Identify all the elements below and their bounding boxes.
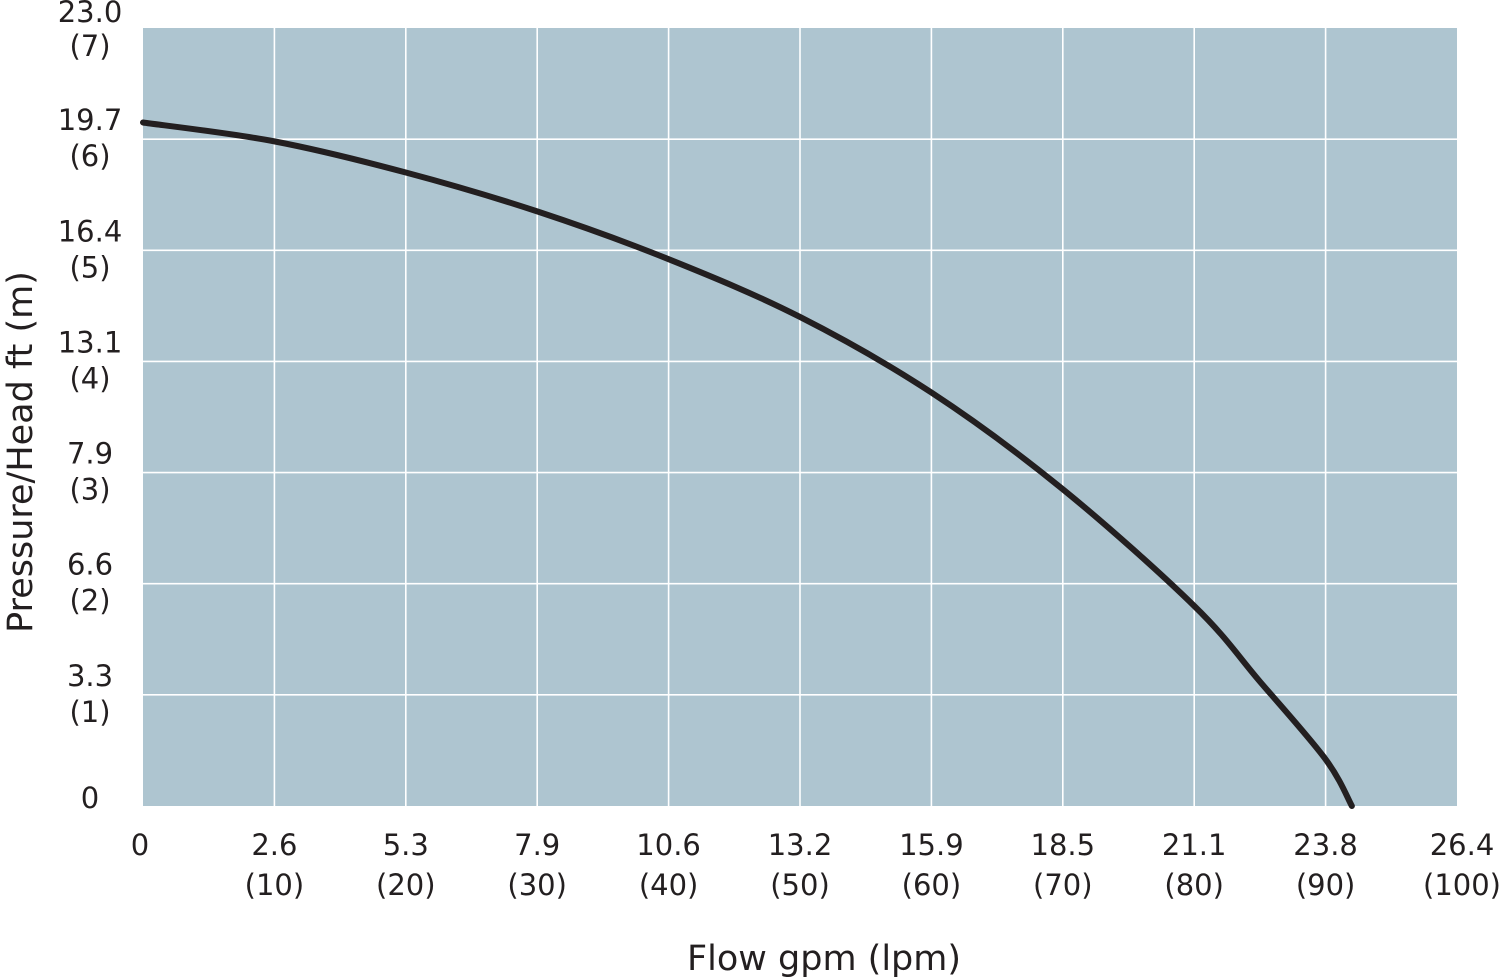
x-tick-label-1-primary: 2.6	[251, 828, 297, 862]
y-tick-label-0-primary: 0	[81, 781, 99, 815]
x-tick-label-2-secondary: (20)	[376, 868, 436, 902]
x-tick-label-5-primary: 13.2	[768, 828, 833, 862]
y-tick-label-4-secondary: (4)	[69, 361, 110, 395]
x-tick-label-5-secondary: (50)	[770, 868, 830, 902]
x-tick-label-3-secondary: (30)	[507, 868, 567, 902]
pump-performance-curve	[140, 119, 1355, 809]
y-tick-label-5-secondary: (5)	[69, 250, 110, 284]
x-tick-label-4-secondary: (40)	[639, 868, 699, 902]
y-tick-label-7-primary: 23.0	[58, 0, 123, 29]
x-tick-label-6-primary: 15.9	[899, 828, 964, 862]
y-tick-labels: 0 3.3(1) 6.6(2) 7.9(3) 13.1(4) 16.4(5) 19.7(6)…	[58, 0, 123, 815]
y-tick-label-1-secondary: (1)	[69, 695, 110, 729]
x-tick-label-4-primary: 10.6	[636, 828, 701, 862]
x-tick-label-2-primary: 5.3	[383, 828, 429, 862]
x-axis-title: Flow gpm (lpm)	[687, 939, 961, 979]
x-tick-label-10-secondary: (100)	[1423, 868, 1500, 902]
x-tick-label-7-secondary: (70)	[1033, 868, 1093, 902]
y-tick-label-7-secondary: (7)	[69, 29, 110, 63]
y-tick-label-1-primary: 3.3	[67, 659, 113, 693]
y-tick-label-2-secondary: (2)	[69, 584, 110, 618]
y-tick-label-2-primary: 6.6	[67, 548, 113, 582]
x-tick-label-9-primary: 23.8	[1293, 828, 1358, 862]
x-tick-label-9-secondary: (90)	[1296, 868, 1356, 902]
x-tick-label-10-primary: 26.4	[1430, 828, 1495, 862]
x-tick-label-0-primary: 0	[131, 828, 149, 862]
y-tick-label-6-secondary: (6)	[69, 139, 110, 173]
y-axis-title: Pressure/Head ft (m)	[1, 271, 41, 633]
x-tick-label-1-secondary: (10)	[245, 868, 305, 902]
x-tick-label-8-primary: 21.1	[1162, 828, 1227, 862]
y-tick-label-6-primary: 19.7	[58, 103, 123, 137]
x-tick-label-3-primary: 7.9	[514, 828, 560, 862]
y-tick-label-5-primary: 16.4	[58, 214, 123, 248]
x-tick-label-6-secondary: (60)	[902, 868, 962, 902]
y-tick-label-3-secondary: (3)	[69, 473, 110, 507]
y-tick-label-4-primary: 13.1	[58, 325, 123, 359]
grid	[143, 28, 1457, 806]
x-tick-label-7-primary: 18.5	[1031, 828, 1096, 862]
x-tick-label-8-secondary: (80)	[1164, 868, 1224, 902]
y-tick-label-3-primary: 7.9	[67, 437, 113, 471]
x-tick-labels: 0 2.6 (10) 5.3 (20) 7.9 (30) 10.6 (40) 13.2 (50) 15…	[131, 828, 1500, 902]
